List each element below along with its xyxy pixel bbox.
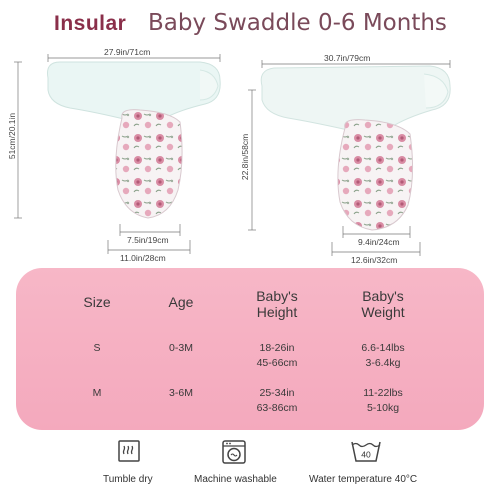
row-s-weight-kg: 3-6.4kg — [365, 357, 401, 369]
header-height: Baby's Height — [256, 288, 298, 320]
size-chart-panel: Size Age Baby's Height Baby's Weight S 0… — [16, 268, 484, 430]
header-age: Age — [168, 294, 194, 310]
row-m-size: M — [92, 387, 102, 399]
swaddle-illustrations — [14, 54, 451, 256]
row-m-age: 3-6M — [169, 387, 193, 399]
row-s-height-cm: 45-66cm — [256, 357, 298, 369]
small-dimension-lines — [14, 54, 221, 254]
row-s-weight-lbs: 6.6-14lbs — [361, 342, 405, 354]
large-height-label: 22.8in/58cm — [240, 133, 250, 181]
machine-washable-icon — [222, 440, 246, 468]
row-m-height: 25-34in 63-86cm — [232, 386, 322, 416]
small-height-label: 51cm/20.1in — [7, 112, 17, 160]
row-s-weight: 6.6-14lbs 3-6.4kg — [338, 341, 428, 371]
row-s-height-in: 18-26in — [259, 342, 295, 354]
small-swaddle-image — [47, 61, 221, 219]
row-m-height-cm: 63-86cm — [256, 402, 298, 414]
header-size: Size — [83, 294, 111, 310]
water-temperature-label: Water temperature 40°C — [309, 474, 418, 485]
water-temp-badge: 40 — [361, 450, 371, 460]
header-weight: Baby's Weight — [361, 288, 405, 320]
row-m-weight-lbs: 11-22lbs — [363, 387, 403, 399]
water-temperature-icon: 40 — [350, 438, 382, 468]
large-pouch-width-label: 9.4in/24cm — [358, 237, 400, 247]
small-width-top-label: 27.9in/71cm — [104, 47, 151, 57]
row-s-age: 0-3M — [169, 342, 193, 354]
machine-washable-label: Machine washable — [194, 474, 277, 485]
brand-logo: Insular — [54, 12, 127, 35]
row-s-size: S — [93, 342, 101, 354]
row-s-height: 18-26in 45-66cm — [232, 341, 322, 371]
small-pouch-width-label: 7.5in/19cm — [127, 235, 169, 245]
large-bottom-width-label: 12.6in/32cm — [351, 255, 398, 265]
page-title: Baby Swaddle 0-6 Months — [148, 10, 447, 36]
tumble-dry-icon — [118, 440, 140, 466]
large-width-top-label: 30.7in/79cm — [324, 53, 371, 63]
large-dimension-lines — [248, 60, 451, 256]
row-m-weight: 11-22lbs 5-10kg — [338, 386, 428, 416]
row-m-height-in: 25-34in — [259, 387, 295, 399]
large-swaddle-image — [260, 65, 451, 231]
small-bottom-width-label: 11.0in/28cm — [120, 253, 166, 263]
row-m-weight-kg: 5-10kg — [366, 402, 400, 414]
tumble-dry-label: Tumble dry — [103, 474, 153, 485]
